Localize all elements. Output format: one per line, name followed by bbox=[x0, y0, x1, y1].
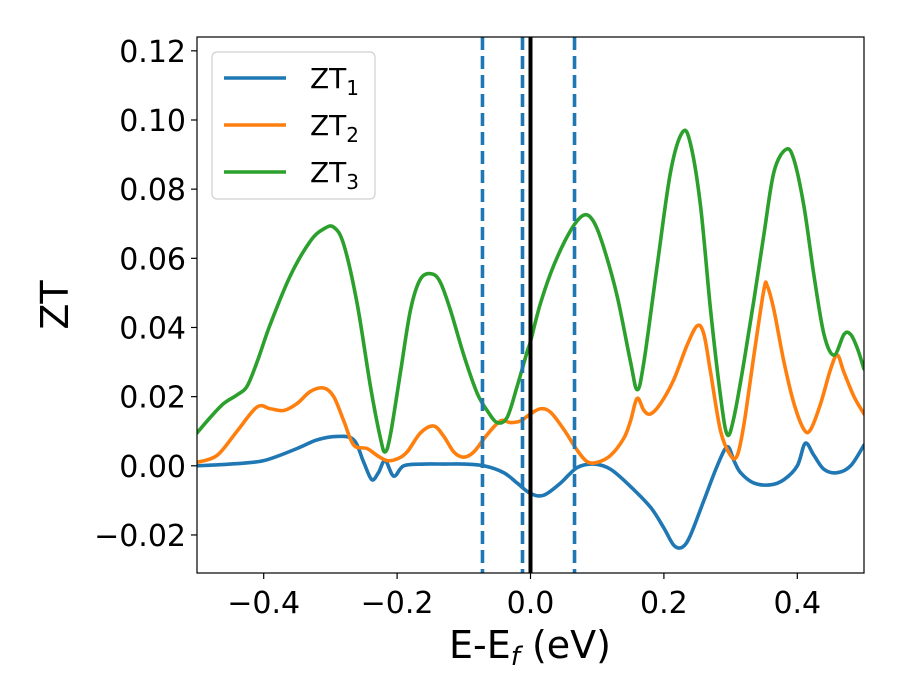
legend-label-zt1: ZT1 bbox=[310, 62, 359, 100]
legend-label-zt2: ZT2 bbox=[310, 109, 359, 147]
legend: ZT1 ZT2 ZT3 bbox=[211, 51, 376, 200]
legend-label-zt3: ZT3 bbox=[310, 156, 359, 194]
x-tick-label: 0.4 bbox=[773, 586, 821, 621]
y-tick-label: 0.04 bbox=[119, 311, 186, 346]
series-line-zt2 bbox=[197, 280, 864, 465]
series-line-zt3 bbox=[197, 128, 864, 454]
y-tick-label: 0.12 bbox=[119, 35, 186, 70]
y-tick-label: 0.06 bbox=[119, 242, 186, 277]
x-tick-label: −0.4 bbox=[227, 586, 300, 621]
x-tick-label: −0.2 bbox=[361, 586, 434, 621]
vertical-reference-lines bbox=[480, 37, 577, 573]
y-tick-label: 0.10 bbox=[119, 104, 186, 139]
series-lines bbox=[197, 128, 864, 550]
legend-box bbox=[211, 51, 376, 200]
x-axis-ticks: −0.4 −0.2 0.0 0.2 0.4 bbox=[227, 573, 821, 621]
y-tick-label: −0.02 bbox=[94, 519, 186, 554]
x-axis-label-unit: (eV) bbox=[520, 623, 611, 667]
y-tick-label: 0.08 bbox=[119, 173, 186, 208]
y-axis-label: ZT bbox=[33, 280, 77, 330]
y-axis-ticks: −0.02 0.00 0.02 0.04 0.06 0.08 0.10 0.12 bbox=[94, 35, 197, 554]
x-tick-label: 0.0 bbox=[507, 586, 555, 621]
x-axis-label: E-Ef (eV) bbox=[449, 623, 611, 672]
y-tick-label: 0.00 bbox=[119, 450, 186, 485]
x-tick-label: 0.2 bbox=[640, 586, 688, 621]
series-line-zt1 bbox=[197, 434, 864, 550]
y-tick-label: 0.02 bbox=[119, 381, 186, 416]
